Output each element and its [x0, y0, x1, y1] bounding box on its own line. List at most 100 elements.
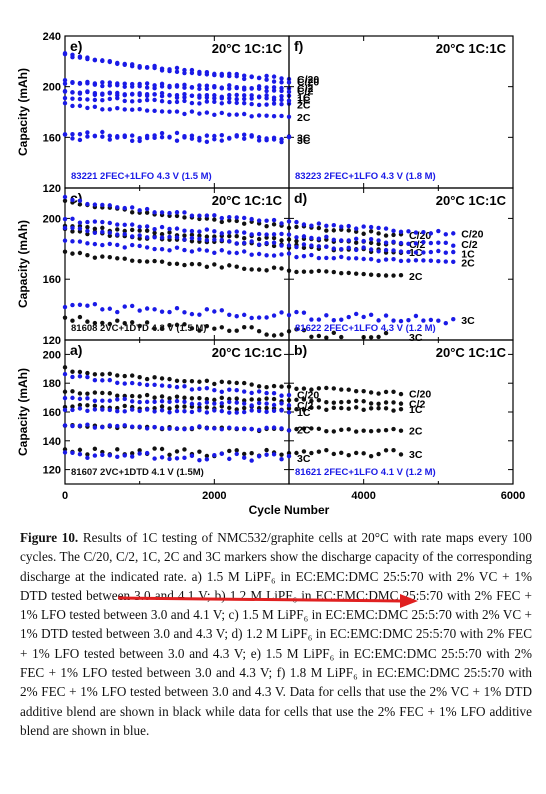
- data-point-d-2C: [264, 253, 269, 258]
- data-point-d-3C: [279, 310, 284, 315]
- data-point-a-3C: [301, 449, 307, 454]
- data-point-b-C-2: [137, 399, 142, 405]
- data-point-d-C-20: [279, 221, 284, 226]
- data-point-b-2C: [242, 426, 247, 432]
- data-point-d-1C: [159, 235, 165, 240]
- data-point-a-C-20: [227, 380, 232, 385]
- y-tick-label: 120: [43, 465, 61, 477]
- data-point-a-1C: [301, 407, 307, 412]
- data-point-a-C-2: [152, 395, 157, 400]
- data-point-d-C-20: [77, 198, 83, 203]
- data-point-b-C-20: [144, 382, 150, 388]
- data-point-b-2C: [130, 424, 135, 429]
- data-point-b-3C: [107, 453, 113, 458]
- data-point-d-C-20: [189, 213, 195, 218]
- data-point-d-1C: [152, 235, 157, 240]
- data-point-b-C-20: [85, 374, 90, 380]
- data-point-b-C-20: [271, 391, 277, 396]
- data-point-f-2C: [77, 103, 83, 109]
- data-point-b-3C: [100, 452, 105, 458]
- data-point-f-3C: [144, 135, 150, 141]
- data-point-f-1C: [197, 95, 202, 100]
- data-point-a-1C: [264, 405, 269, 411]
- data-point-e-C-20: [271, 74, 277, 79]
- data-point-d-C-2: [391, 239, 396, 245]
- data-point-f-2C: [174, 109, 180, 114]
- data-point-b-C-20: [212, 387, 217, 393]
- series-label-a-C-20: C/20: [409, 388, 431, 400]
- data-point-f-C-2: [122, 84, 127, 89]
- data-point-b-C-20: [204, 385, 210, 391]
- data-point-f-3C: [279, 139, 284, 145]
- data-point-a-1C: [85, 403, 90, 408]
- data-point-d-C-2: [85, 219, 90, 225]
- data-point-d-C-2: [212, 229, 217, 234]
- data-point-f-1C: [234, 96, 239, 102]
- data-point-a-C-20: [122, 373, 127, 379]
- data-point-c-C-20: [361, 231, 366, 236]
- series-label-f-1C: 1C: [297, 94, 311, 106]
- data-point-c-2C: [137, 258, 142, 264]
- data-point-f-3C: [242, 136, 247, 141]
- data-point-a-C-20: [346, 387, 351, 392]
- data-point-b-1C: [130, 407, 135, 412]
- data-point-a-3C: [182, 447, 187, 452]
- data-point-b-2C: [227, 425, 232, 430]
- data-point-b-1C: [62, 407, 68, 413]
- data-point-b-2C: [100, 424, 105, 430]
- data-point-d-1C: [294, 244, 299, 250]
- y-tick-label: 200: [43, 213, 61, 225]
- data-point-f-2C: [249, 114, 254, 119]
- data-point-d-C-2: [354, 236, 359, 242]
- data-point-f-3C: [167, 135, 172, 140]
- data-point-d-2C: [107, 241, 113, 247]
- data-point-a-C-2: [92, 390, 98, 395]
- data-point-b-2C: [204, 426, 210, 431]
- data-point-c-3C: [182, 322, 187, 327]
- data-point-a-1C: [234, 407, 239, 412]
- data-point-d-3C: [249, 315, 254, 321]
- data-point-a-1C: [294, 407, 299, 412]
- data-point-f-3C: [122, 134, 127, 140]
- panel-frame-f: [288, 35, 514, 189]
- panel-annotation-c: 81608 2VC+1DTD 4.3 V (1.5 M): [71, 323, 206, 334]
- data-point-d-3C: [137, 308, 142, 313]
- data-point-d-2C: [271, 253, 277, 258]
- data-point-d-3C: [301, 310, 307, 315]
- data-point-d-C-20: [271, 217, 277, 223]
- data-point-e-2C: [152, 97, 157, 103]
- data-point-f-C-2: [144, 85, 150, 90]
- data-point-f-2C: [85, 105, 90, 111]
- panel-title-d: 20°C 1C:1C: [436, 193, 507, 208]
- data-point-d-C-20: [413, 230, 419, 235]
- data-point-d-C-2: [189, 228, 195, 234]
- data-point-a-3C: [376, 451, 381, 457]
- data-point-c-C-2: [242, 235, 247, 241]
- data-point-c-C-2: [212, 234, 217, 239]
- data-point-b-2C: [92, 425, 98, 430]
- data-point-a-C-2: [398, 401, 404, 406]
- data-point-f-C-2: [107, 83, 113, 88]
- data-point-d-2C: [279, 252, 284, 257]
- data-point-a-C-20: [271, 383, 277, 389]
- data-point-c-2C: [212, 262, 217, 267]
- data-point-a-3C: [159, 446, 165, 452]
- data-point-b-3C: [279, 456, 284, 462]
- data-point-d-2C: [227, 250, 232, 255]
- series-label-a-C-2: C/2: [409, 398, 426, 410]
- data-point-e-3C: [212, 133, 217, 139]
- data-point-d-1C: [234, 241, 239, 246]
- data-point-a-C-20: [62, 365, 68, 370]
- data-point-e-2C: [219, 101, 224, 106]
- data-point-f-C-20: [122, 61, 127, 67]
- data-point-f-C-20: [182, 70, 187, 76]
- data-point-c-C-2: [204, 234, 210, 239]
- data-point-b-2C: [264, 425, 269, 430]
- data-point-d-2C: [383, 257, 389, 262]
- data-point-f-1C: [122, 92, 127, 98]
- data-point-a-C-2: [301, 397, 307, 402]
- data-point-b-1C: [182, 409, 187, 414]
- data-point-e-2C: [62, 95, 68, 101]
- y-tick-label: 120: [43, 183, 61, 195]
